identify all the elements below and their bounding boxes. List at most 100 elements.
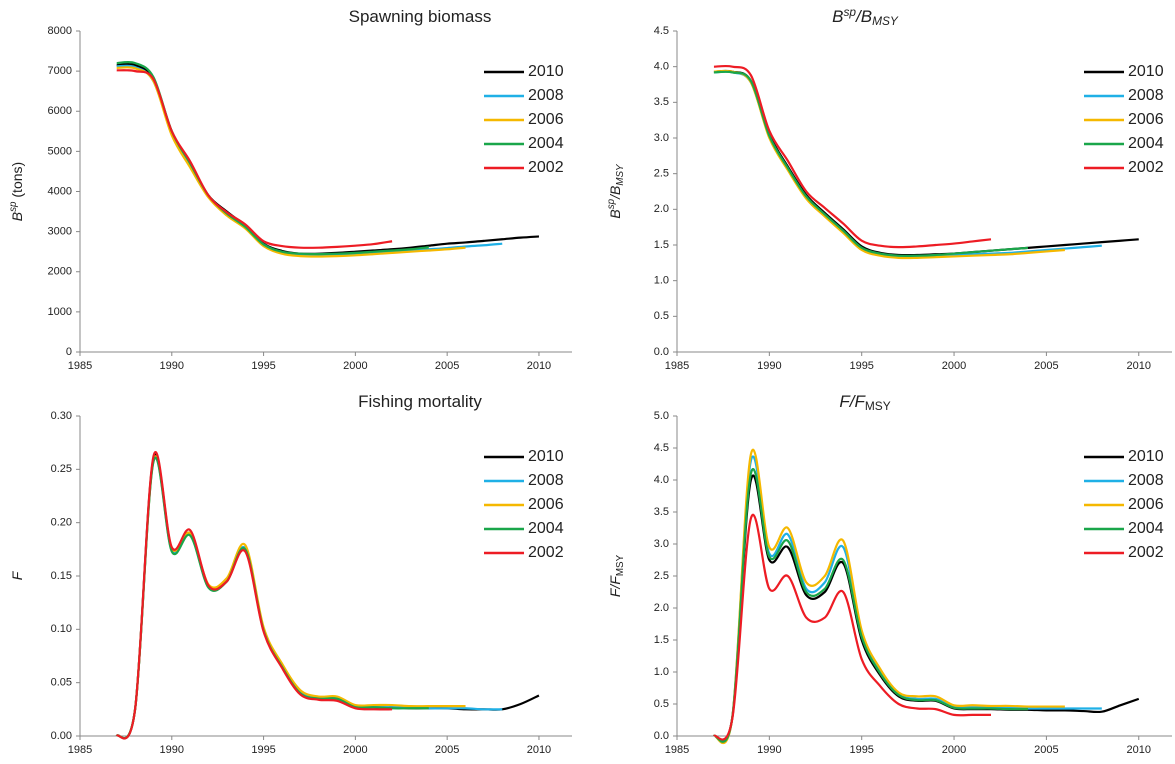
legend-label: 2004 — [528, 520, 564, 537]
y-tick-label: 2.0 — [654, 203, 669, 215]
label-part: sp — [606, 198, 617, 209]
label-part: /B — [607, 186, 623, 200]
legend-label: 2002 — [528, 544, 564, 561]
x-tick-label: 2000 — [343, 360, 367, 372]
y-tick-label: 5.0 — [654, 410, 669, 422]
legend-label: 2004 — [528, 135, 564, 152]
y-tick-label: 0 — [66, 346, 72, 358]
label-part: (tons) — [9, 162, 25, 202]
x-tick-label: 1985 — [68, 360, 92, 372]
panel-title: Bsp/BMSY — [832, 5, 899, 28]
y-tick-label: 5000 — [48, 145, 72, 157]
y-tick-label: 2.0 — [654, 602, 669, 614]
legend-label: 2008 — [1128, 472, 1164, 489]
label-part: B — [607, 209, 623, 218]
y-tick-label: 3000 — [48, 226, 72, 238]
label-part: F/F — [839, 392, 866, 411]
series-line — [116, 60, 429, 256]
legend-label: 2004 — [1128, 135, 1164, 152]
legend-label: 2006 — [528, 496, 564, 513]
y-tick-label: 2.5 — [654, 570, 669, 582]
x-tick-label: 1985 — [665, 360, 689, 372]
series-line — [713, 64, 992, 249]
y-tick-label: 1.5 — [654, 239, 669, 251]
x-tick-label: 1995 — [251, 360, 275, 372]
panel-title: Spawning biomass — [349, 7, 492, 26]
series-line — [115, 451, 393, 740]
x-tick-label: 2000 — [942, 744, 966, 756]
legend-label: 2008 — [528, 472, 564, 489]
label-part: sp — [843, 5, 856, 19]
series-line — [116, 64, 503, 257]
y-tick-label: 4.0 — [654, 474, 669, 486]
x-tick-label: 2010 — [1127, 360, 1151, 372]
panel: Fishing mortality F 0.00 0.05 0.10 0.15 0.20 0.… — [9, 392, 572, 756]
series-line — [713, 69, 1065, 260]
label-part: /B — [855, 7, 872, 26]
y-tick-label: 7000 — [48, 65, 72, 77]
y-tick-label: 4.5 — [654, 25, 669, 37]
legend-label: 2008 — [528, 87, 564, 104]
panel: Spawning biomass Bsp (tons) 0 1000 2000 3000 4… — [8, 7, 572, 372]
series-line — [116, 62, 540, 256]
y-tick-label: 3.5 — [654, 506, 669, 518]
label-part: MSY — [865, 399, 891, 413]
label-part: sp — [8, 201, 19, 212]
panel-title: Fishing mortality — [358, 392, 482, 411]
x-tick-label: 1990 — [757, 360, 781, 372]
label-part: MSY — [615, 163, 626, 186]
label-part: Spawning biomass — [349, 7, 492, 26]
y-tick-label: 0.10 — [51, 623, 72, 635]
y-tick-label: 1000 — [48, 306, 72, 318]
x-tick-label: 2000 — [343, 744, 367, 756]
panel: Bsp/BMSYBsp/BMSY0.00.51.01.52.02.53.03.5… — [606, 5, 1172, 372]
y-tick-label: 0.5 — [654, 310, 669, 322]
x-tick-label: 2010 — [527, 360, 551, 372]
series-line — [713, 70, 1102, 258]
legend-label: 2010 — [528, 448, 564, 465]
y-tick-label: 0.20 — [51, 517, 72, 529]
series-line — [712, 468, 1028, 743]
y-tick-label: 1.5 — [654, 634, 669, 646]
y-tick-label: 0.15 — [51, 570, 72, 582]
legend-label: 2002 — [528, 159, 564, 176]
label-part: MSY — [872, 14, 899, 28]
legend-label: 2002 — [1128, 159, 1164, 176]
y-tick-label: 2.5 — [654, 168, 669, 180]
legend-label: 2006 — [528, 111, 564, 128]
series-line — [713, 513, 991, 741]
series-line — [712, 474, 1140, 743]
x-tick-label: 1985 — [68, 744, 92, 756]
y-tick-label: 8000 — [48, 25, 72, 37]
y-tick-label: 6000 — [48, 105, 72, 117]
label-part: F — [9, 570, 25, 580]
series-line — [115, 455, 466, 740]
y-tick-label: 3.0 — [654, 538, 669, 550]
x-tick-label: 1990 — [757, 744, 781, 756]
y-tick-label: 3.5 — [654, 96, 669, 108]
y-axis-label: F — [9, 570, 25, 580]
x-tick-label: 1985 — [665, 744, 689, 756]
legend-label: 2010 — [528, 63, 564, 80]
series-line — [713, 69, 1139, 257]
legend-label: 2004 — [1128, 520, 1164, 537]
x-tick-label: 2005 — [435, 360, 459, 372]
series-line — [713, 70, 1029, 257]
y-tick-label: 3.0 — [654, 132, 669, 144]
x-tick-label: 2005 — [435, 744, 459, 756]
x-tick-label: 2000 — [942, 360, 966, 372]
legend-label: 2010 — [1128, 448, 1164, 465]
y-axis-label: Bsp/BMSY — [606, 163, 626, 219]
label-part: B — [832, 7, 843, 26]
y-tick-label: 4.5 — [654, 442, 669, 454]
y-tick-label: 0.30 — [51, 410, 72, 422]
x-tick-label: 1995 — [849, 744, 873, 756]
legend-label: 2010 — [1128, 63, 1164, 80]
y-tick-label: 0.0 — [654, 730, 669, 742]
x-tick-label: 2005 — [1034, 360, 1058, 372]
y-tick-label: 1.0 — [654, 666, 669, 678]
y-axis-label: F/FMSY — [607, 554, 626, 597]
legend-label: 2002 — [1128, 544, 1164, 561]
x-tick-label: 1990 — [160, 744, 184, 756]
series-line — [116, 66, 466, 258]
